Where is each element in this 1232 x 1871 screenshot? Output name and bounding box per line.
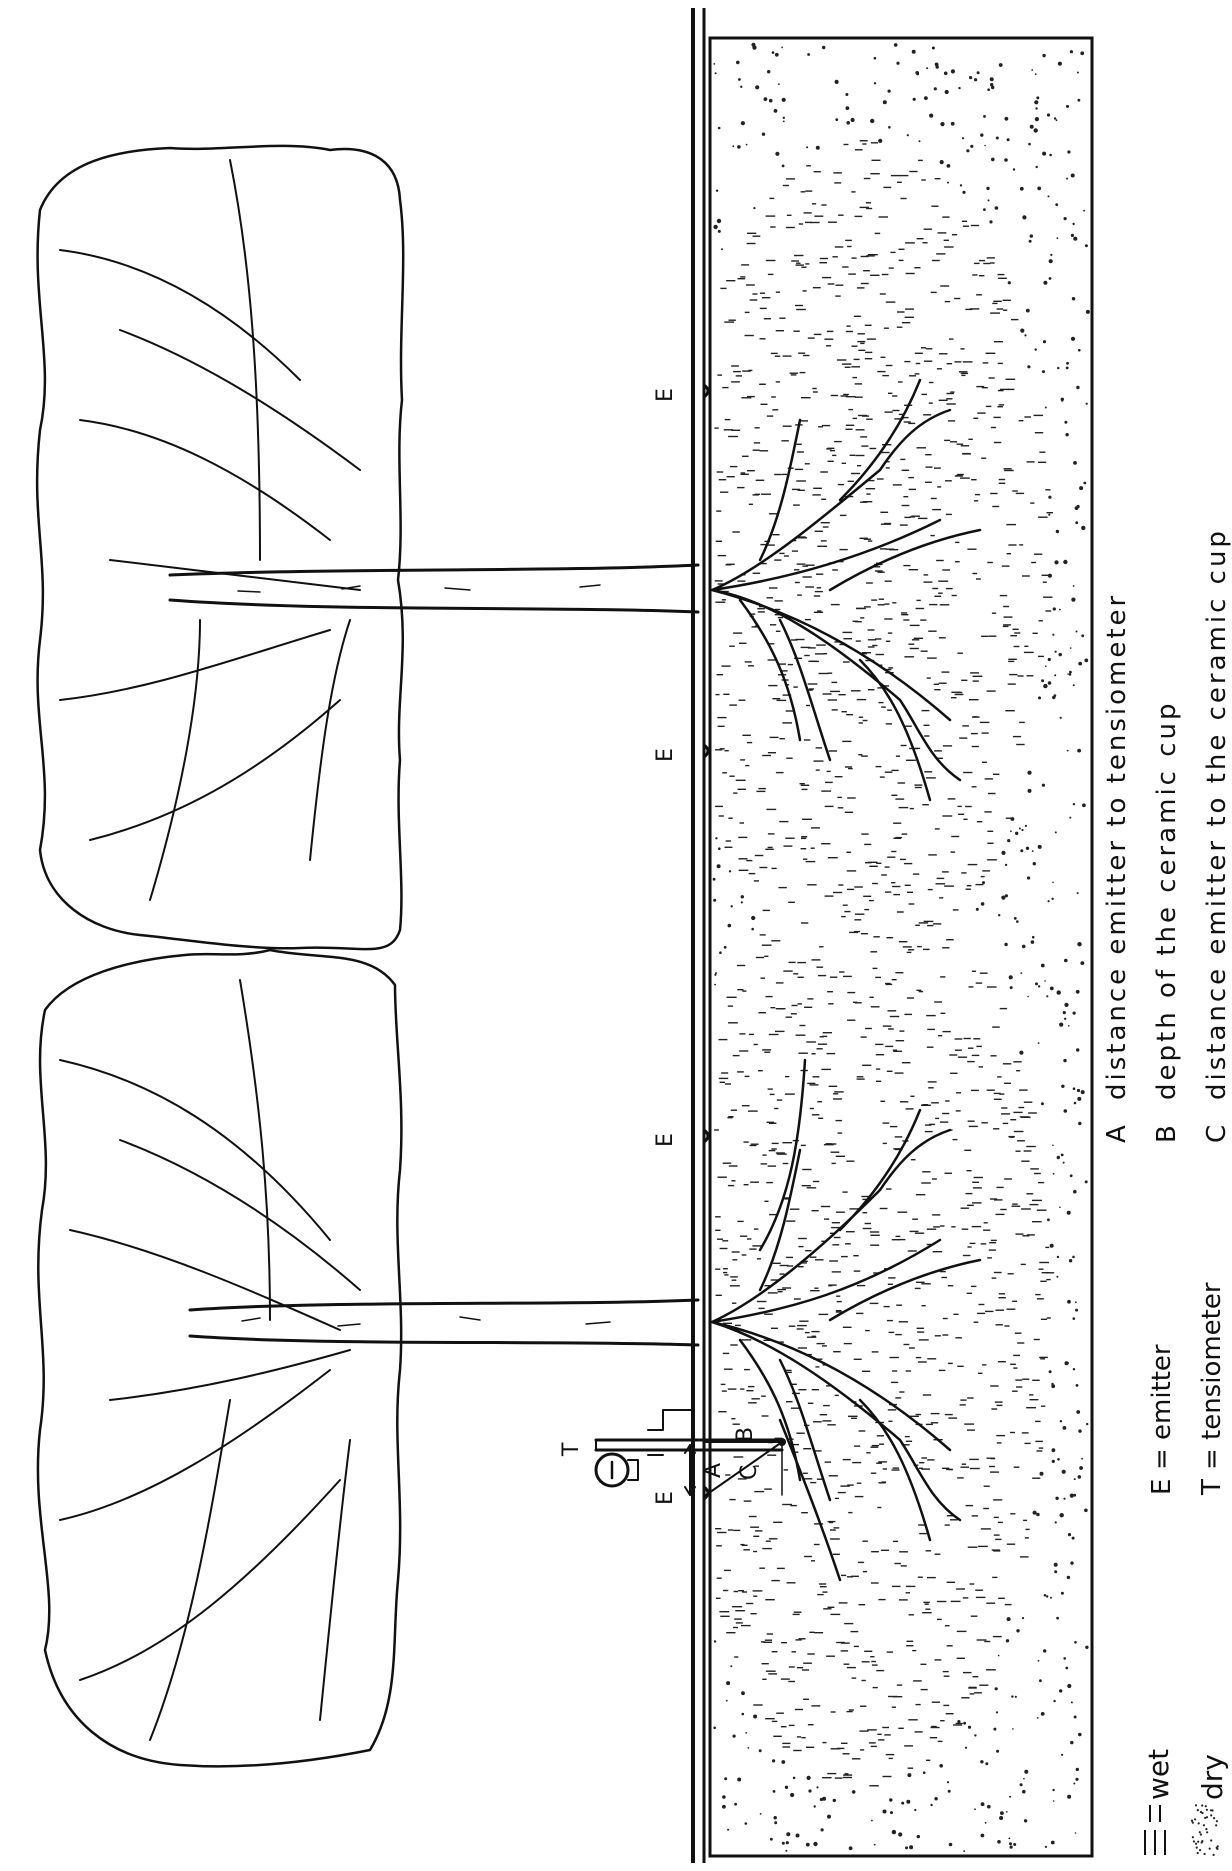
- emitter-marker: [702, 1128, 710, 1144]
- wet-swatch: [1144, 1805, 1166, 1855]
- legend-key-a: A: [1102, 1125, 1132, 1143]
- emitter-marker: [702, 743, 710, 759]
- dimension-legend: A distance emitter to tensiometer B dept…: [1102, 528, 1232, 1143]
- legend-sep-e: =: [1147, 1448, 1177, 1470]
- legend-text-a: distance emitter to tensiometer: [1102, 593, 1132, 1100]
- wet-soil-texture: [714, 139, 1055, 1787]
- legend-key-c: C: [1202, 1125, 1232, 1143]
- legend-sep-t: =: [1197, 1448, 1227, 1470]
- tree-trunks: [168, 563, 700, 1347]
- legend-text-tensiometer: tensiometer: [1197, 1282, 1227, 1440]
- emitter-marker: [702, 383, 710, 399]
- soil-profile: [708, 36, 1094, 1858]
- tensiometer-label: T: [559, 1442, 584, 1457]
- legend-key-b: B: [1152, 1125, 1182, 1143]
- dimension-b-label: B: [733, 1427, 758, 1442]
- emitter-label: E: [653, 388, 678, 402]
- root-system: [710, 378, 982, 1582]
- dry-swatch: [1190, 1804, 1219, 1856]
- emitter-label: E: [653, 1491, 678, 1505]
- dry-label: dry: [1196, 1754, 1229, 1800]
- symbol-legend: E = emitter T = tensiometer: [1147, 1282, 1227, 1496]
- legend-text-b: depth of the ceramic cup: [1152, 700, 1182, 1100]
- legend-text-c: distance emitter to the ceramic cup: [1202, 528, 1232, 1100]
- legend-key-t: T: [1197, 1479, 1227, 1496]
- dry-soil-texture: [712, 42, 1090, 1852]
- tensiometer-gauge: [594, 1452, 630, 1488]
- wet-label: wet: [1142, 1749, 1175, 1800]
- tree-crowns: [35, 144, 405, 1768]
- wet-dry-legend: wet dry: [1142, 1749, 1229, 1856]
- emitter-label: E: [653, 748, 678, 762]
- legend-key-e: E: [1147, 1479, 1177, 1495]
- drip-line: [691, 8, 706, 1863]
- legend-text-emitter: emitter: [1147, 1344, 1177, 1440]
- dimension-c-label: C: [737, 1465, 762, 1480]
- emitter-label: E: [653, 1133, 678, 1147]
- dimension-a-label: A: [701, 1463, 726, 1478]
- dimension-lines: [684, 1438, 786, 1496]
